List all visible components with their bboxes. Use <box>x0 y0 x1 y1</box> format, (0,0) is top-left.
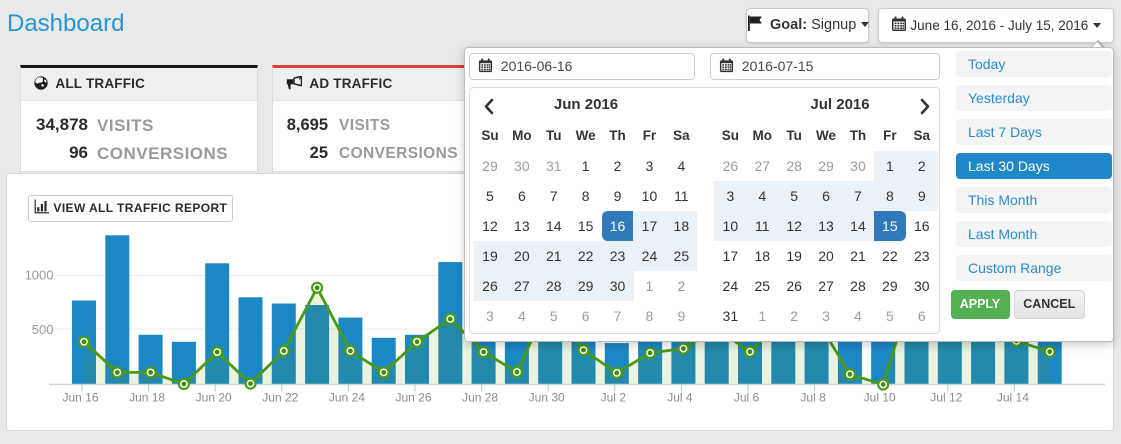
svg-text:Jul 12: Jul 12 <box>930 391 962 405</box>
svg-text:Jul 2: Jul 2 <box>601 391 627 405</box>
svg-text:Jun 18: Jun 18 <box>129 391 165 405</box>
svg-text:Jul 6: Jul 6 <box>734 391 760 405</box>
svg-text:1000: 1000 <box>25 268 54 283</box>
svg-text:Jun 30: Jun 30 <box>529 391 565 405</box>
svg-text:Jun 22: Jun 22 <box>262 391 298 405</box>
svg-text:Jun 24: Jun 24 <box>329 391 365 405</box>
svg-text:500: 500 <box>32 322 54 337</box>
svg-text:Jul 14: Jul 14 <box>997 391 1029 405</box>
svg-text:Jun 26: Jun 26 <box>395 391 431 405</box>
svg-text:Jul 4: Jul 4 <box>667 391 693 405</box>
svg-text:Jun 16: Jun 16 <box>62 391 98 405</box>
svg-text:Jun 28: Jun 28 <box>462 391 498 405</box>
svg-text:Jul 8: Jul 8 <box>800 391 826 405</box>
svg-text:Jun 20: Jun 20 <box>196 391 232 405</box>
svg-text:Jul 10: Jul 10 <box>864 391 896 405</box>
